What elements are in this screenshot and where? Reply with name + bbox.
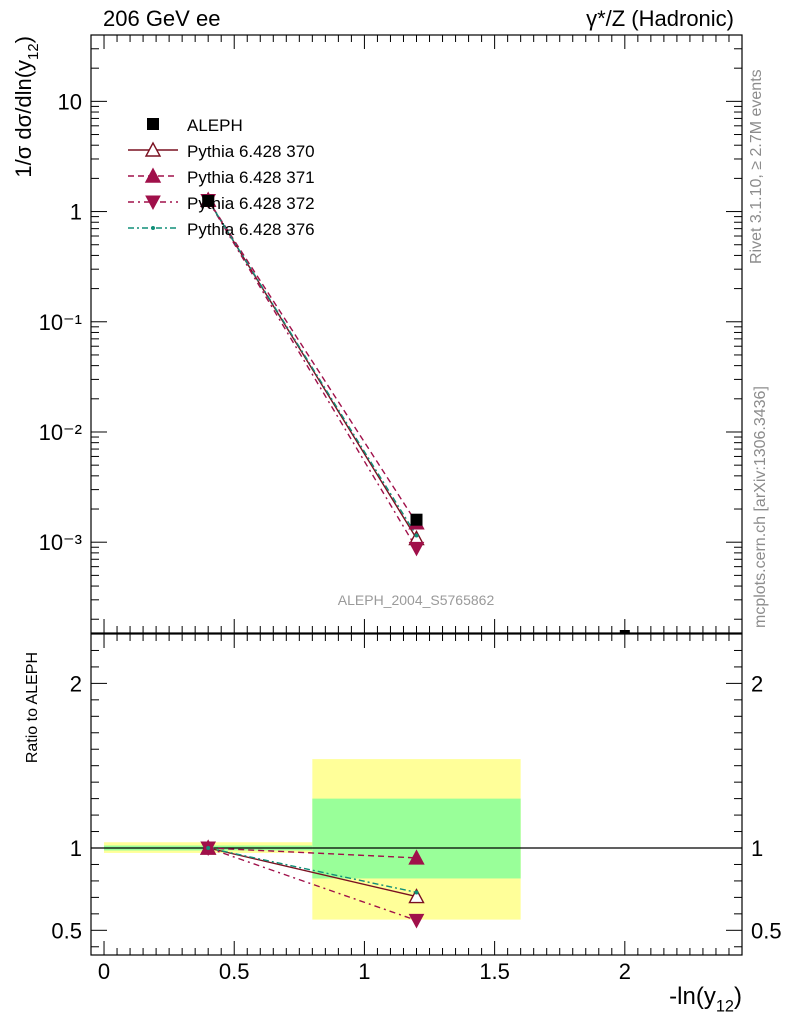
data-point	[202, 194, 215, 207]
x-tick-label: 0.5	[219, 959, 250, 984]
legend-label-0: Pythia 6.428 370	[187, 142, 315, 161]
y-tick-label: 10	[58, 89, 82, 114]
x-tick-label: 1	[358, 959, 370, 984]
legend-label-3: Pythia 6.428 376	[187, 220, 315, 239]
x-axis-title: -ln(y12)	[669, 983, 742, 1016]
y-tick-label: 10⁻¹	[39, 310, 82, 335]
ratio-line-2	[207, 847, 417, 922]
ratio-line-0	[208, 847, 417, 898]
analysis-watermark: ALEPH_2004_S5765862	[338, 592, 495, 608]
x-tick-label: 0	[98, 959, 110, 984]
ratio-point-1	[408, 849, 425, 865]
data-point	[410, 513, 423, 526]
ratio-point-0	[408, 888, 425, 904]
rivet-version-label: Rivet 3.1.10, ≥ 2.7M events	[748, 69, 765, 264]
legend-label-1: Pythia 6.428 371	[187, 168, 315, 187]
mcplots-label: mcplots.cern.ch [arXiv:1306.3436]	[752, 386, 769, 628]
legend-label-data: ALEPH	[187, 116, 243, 135]
y-tick-label: 10⁻²	[39, 420, 82, 445]
ratio-y-tick-label-left: 0.5	[51, 918, 82, 943]
mc-line-2	[207, 200, 418, 549]
ratio-y-tick-label-right: 2	[751, 671, 763, 696]
ratio-y-tick-label-right: 1	[751, 836, 763, 861]
y-tick-label: 10⁻³	[39, 530, 82, 555]
stat-uncertainty-band-1	[312, 798, 521, 879]
legend-marker-2	[145, 195, 161, 211]
mc-line-3	[207, 199, 418, 536]
legend-marker-0	[144, 141, 162, 157]
ratio-y-axis-title: Ratio to ALEPH	[24, 652, 41, 763]
ratio-point-3	[414, 890, 419, 895]
x-tick-label: 1.5	[479, 959, 510, 984]
ratio-point-3	[206, 846, 211, 850]
ratio-point-2	[408, 913, 425, 929]
ratio-line-1	[208, 847, 417, 859]
legend-marker-1	[144, 167, 162, 183]
x-tick-label: 2	[619, 959, 631, 984]
ratio-line-3	[208, 847, 417, 894]
legend-marker-3	[151, 226, 155, 230]
mc-point-2	[408, 541, 425, 557]
ratio-y-tick-label-left: 1	[70, 836, 82, 861]
header-process-right: γ*/Z (Hadronic)	[586, 6, 734, 31]
legend-label-2: Pythia 6.428 372	[187, 194, 315, 213]
data-point	[619, 630, 630, 633]
ratio-y-tick-label-left: 2	[70, 671, 82, 696]
y-tick-label: 1	[70, 200, 82, 225]
y-axis-title: 1/σ dσ/dln(y12)	[11, 36, 42, 178]
ratio-y-tick-label-right: 0.5	[751, 918, 782, 943]
legend-marker-data	[147, 118, 159, 130]
header-process-left: 206 GeV ee	[103, 6, 221, 31]
mc-line-1	[207, 199, 418, 524]
mc-point-3	[414, 533, 419, 538]
